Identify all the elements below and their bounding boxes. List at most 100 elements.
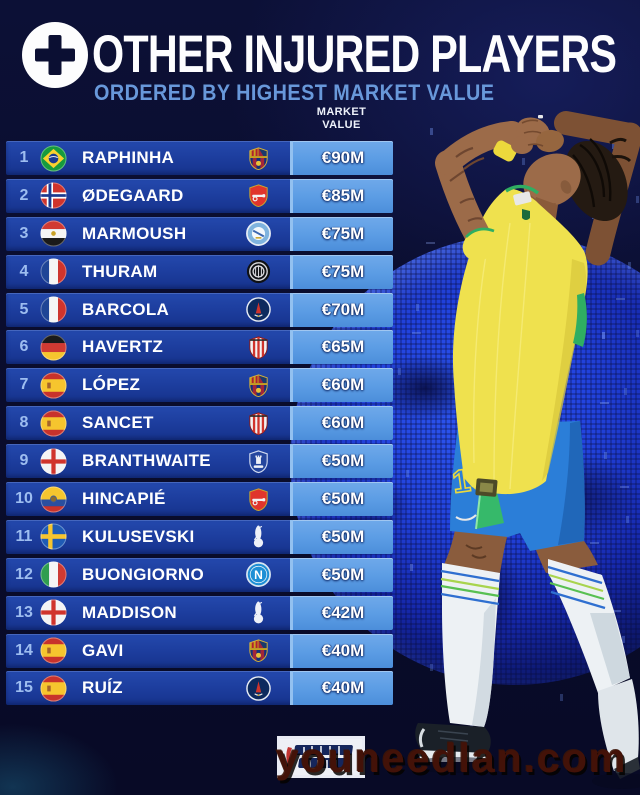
market-value-badge: €90M <box>290 141 393 175</box>
player-name: GAVI <box>82 640 124 660</box>
napoli-crest-icon <box>245 561 272 588</box>
barcelona-crest-icon <box>245 145 272 172</box>
ecuador-flag-icon <box>40 486 67 513</box>
psg-crest-icon <box>245 296 272 323</box>
table-row: 2 ØDEGAARD €85M <box>6 178 393 213</box>
market-value-badge: €85M <box>290 178 393 213</box>
player-name: BRANTHWAITE <box>82 451 211 471</box>
spain-flag-icon <box>40 675 67 702</box>
player-name: RAPHINHA <box>82 148 175 167</box>
psg-crest-icon <box>245 675 272 702</box>
table-row: 6 HAVERTZ €65M <box>6 330 393 365</box>
rank-label: 5 <box>19 300 29 318</box>
digital-dashes <box>0 0 9 2</box>
spain-flag-icon <box>40 372 67 399</box>
table-row: 1 RAPHINHA €90M <box>6 141 393 175</box>
barcelona-crest-icon <box>245 372 272 399</box>
sweden-flag-icon <box>40 523 67 550</box>
rank-label: 6 <box>19 338 29 356</box>
rank-label: 13 <box>15 603 33 621</box>
player-name: LÓPEZ <box>82 375 141 395</box>
market-value-badge: €60M <box>290 406 393 441</box>
table-row: 4 THURAM €75M <box>6 254 393 289</box>
player-name: ØDEGAARD <box>82 185 184 205</box>
market-value-badge: €60M <box>290 368 393 403</box>
england-flag-icon <box>40 599 67 626</box>
market-value-badge: €40M <box>290 633 393 668</box>
tv-channel-logo <box>277 736 365 778</box>
tottenham-crest-icon <box>245 523 272 550</box>
rank-label: 15 <box>15 679 33 697</box>
athletic-crest-icon <box>245 334 272 361</box>
italy-flag-icon <box>40 561 67 588</box>
rank-label: 1 <box>19 149 29 166</box>
rank-label: 3 <box>19 224 29 242</box>
market-value-badge: €75M <box>290 216 393 251</box>
medical-cross-icon <box>22 22 88 88</box>
player-name: KULUSEVSKI <box>82 526 195 546</box>
market-value-badge: €50M <box>290 444 393 479</box>
market-value-column-header: MARKET VALUE <box>316 106 367 132</box>
table-row: 5 BARCOLA €70M <box>6 292 393 327</box>
arsenal-crest-icon <box>245 182 272 209</box>
player-photo: 10 <box>406 111 640 789</box>
player-name: RUÍZ <box>82 678 123 698</box>
market-value-badge: €42M <box>290 595 393 630</box>
player-name: MADDISON <box>82 602 177 622</box>
tottenham-crest-icon <box>245 599 272 626</box>
table-row: 11 KULUSEVSKI €50M <box>6 519 393 554</box>
market-value-badge: €75M <box>290 254 393 289</box>
rank-label: 7 <box>19 376 29 394</box>
table-row: 14 GAVI €40M <box>6 633 393 668</box>
watermark-text: youneedlan.com <box>276 735 628 781</box>
spain-flag-icon <box>40 410 67 437</box>
table-row: 13 MADDISON €42M <box>6 595 393 630</box>
player-figure: 10 <box>406 111 640 789</box>
rank-label: 9 <box>19 452 29 470</box>
player-name: BUONGIORNO <box>82 564 204 584</box>
barcelona-crest-icon <box>245 637 272 664</box>
player-name: THURAM <box>82 261 158 281</box>
mancity-crest-icon <box>245 220 272 247</box>
england-flag-icon <box>40 448 67 475</box>
player-name: HINCAPIÉ <box>82 489 166 509</box>
market-value-badge: €50M <box>290 519 393 554</box>
injury-table-rows: 1 RAPHINHA €90M 2 ØDEGAARD €85M 3 <box>6 141 393 706</box>
brazil-flag-icon <box>40 145 67 172</box>
spain-flag-icon <box>40 637 67 664</box>
market-value-badge: €50M <box>290 482 393 517</box>
everton-crest-icon <box>245 448 272 475</box>
rank-label: 14 <box>15 641 33 659</box>
rank-label: 12 <box>15 565 33 583</box>
inter-crest-icon <box>245 258 272 285</box>
germany-flag-icon <box>40 334 67 361</box>
athletic-crest-icon <box>245 410 272 437</box>
france-flag-icon <box>40 258 67 285</box>
table-row: 12 BUONGIORNO €50M <box>6 557 393 592</box>
table-row: 3 MARMOUSH €75M <box>6 216 393 251</box>
rank-label: 4 <box>19 262 29 280</box>
rank-label: 2 <box>19 186 29 204</box>
market-value-badge: €70M <box>290 292 393 327</box>
player-name: BARCOLA <box>82 299 170 319</box>
player-name: HAVERTZ <box>82 337 164 357</box>
market-value-badge: €50M <box>290 557 393 592</box>
page-subtitle: ORDERED BY HIGHEST MARKET VALUE <box>94 80 495 105</box>
table-row: 15 RUÍZ €40M <box>6 671 393 706</box>
player-name: MARMOUSH <box>82 223 187 243</box>
egypt-flag-icon <box>40 220 67 247</box>
player-name: SANCET <box>82 413 154 433</box>
rank-label: 8 <box>19 414 29 432</box>
norway-flag-icon <box>40 182 67 209</box>
market-value-badge: €40M <box>290 671 393 706</box>
france-flag-icon <box>40 296 67 323</box>
table-row: 9 BRANTHWAITE €50M <box>6 444 393 479</box>
rank-label: 11 <box>15 527 33 545</box>
table-row: 8 SANCET €60M <box>6 406 393 441</box>
table-row: 10 HINCAPIÉ €50M <box>6 482 393 517</box>
rank-label: 10 <box>15 490 33 508</box>
market-value-badge: €65M <box>290 330 393 365</box>
page-title: OTHER INJURED PLAYERS <box>92 25 617 84</box>
arsenal-crest-icon <box>245 486 272 513</box>
